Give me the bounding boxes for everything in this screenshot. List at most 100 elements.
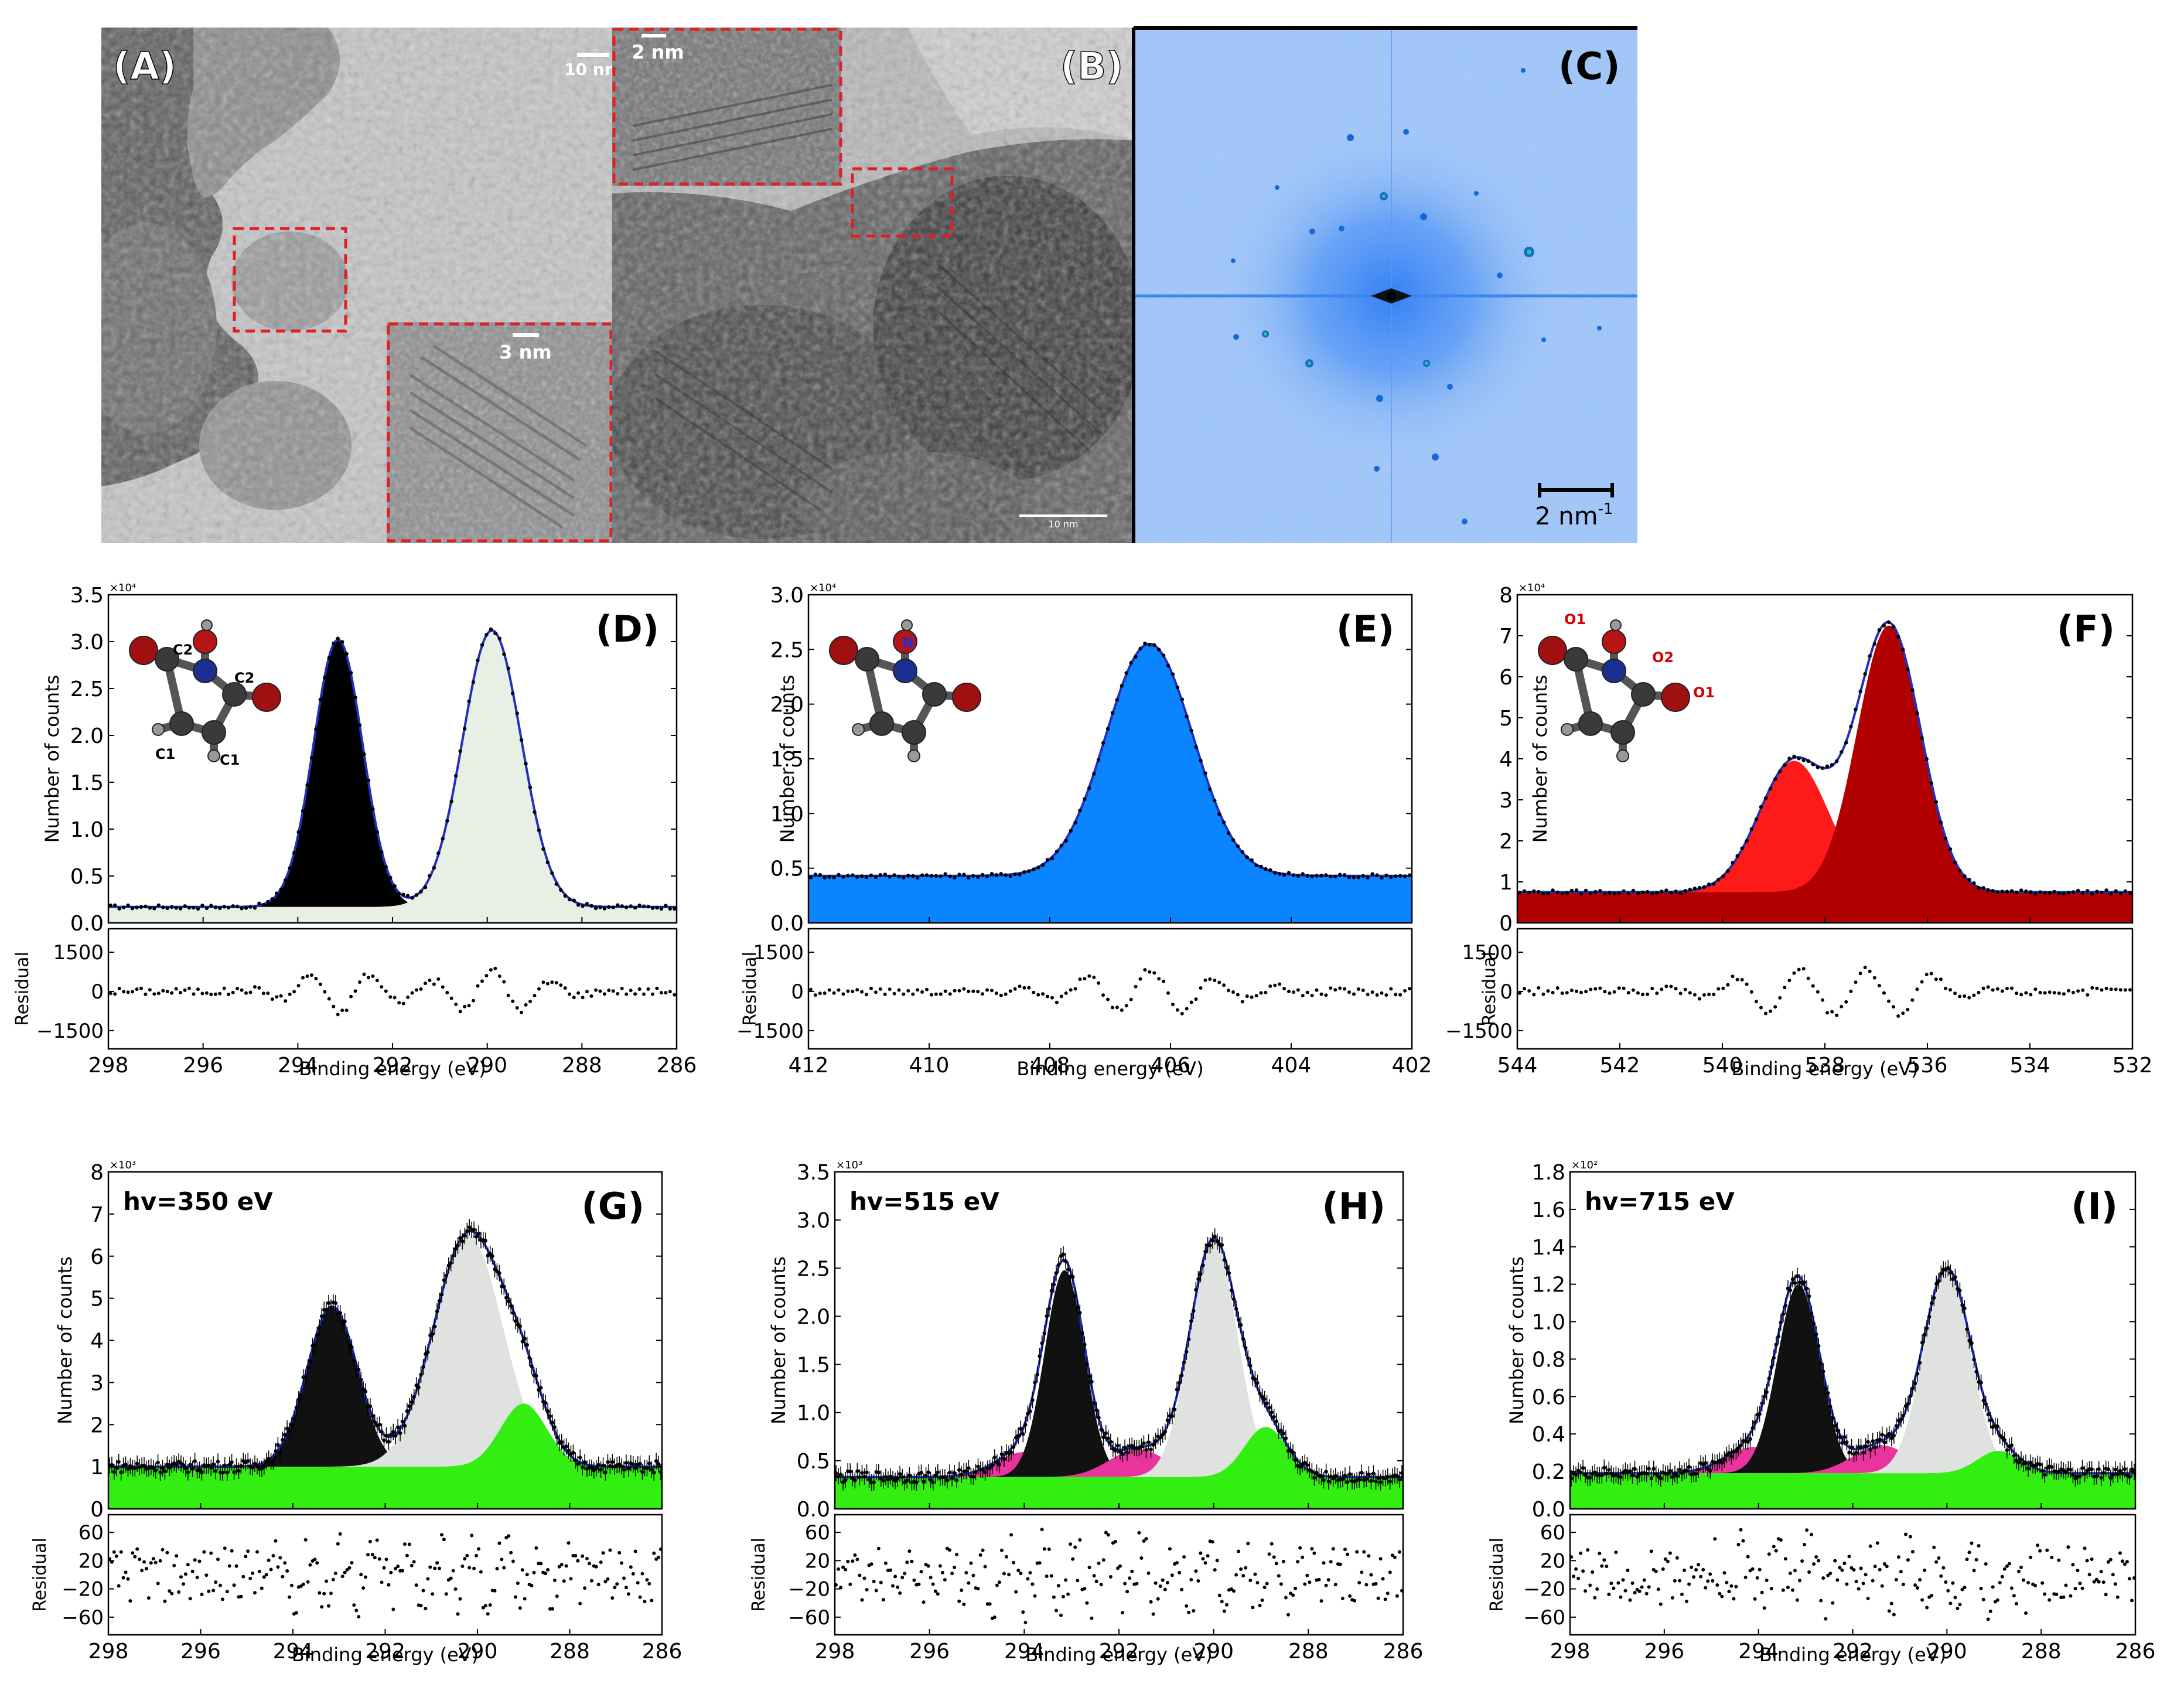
data-point [460,1239,465,1243]
data-point [274,1449,278,1453]
data-point [1262,1397,1267,1402]
data-point [267,1457,271,1461]
data-point [409,1400,414,1404]
data-point [308,1359,312,1364]
residual-point [1868,1544,1872,1548]
residual-point [1717,987,1721,991]
residual-point [384,989,388,993]
residual-point [168,1589,172,1593]
residual-point [187,986,191,990]
residual-point [1310,1547,1314,1551]
data-point [2080,1466,2084,1470]
residual-point [211,1589,216,1593]
residual-point [2114,987,2118,991]
residual-point [2071,1563,2075,1567]
residual-point [1054,1608,1058,1613]
residual-point [1915,987,1919,991]
data-point [1246,1356,1250,1360]
residual-point [568,992,572,996]
residual-point [809,987,813,991]
residual-point [124,1570,128,1574]
data-point [883,872,887,877]
data-point [950,1476,954,1480]
data-point [218,906,222,911]
data-point [414,893,419,897]
residual-point [2038,1549,2042,1553]
residual-point [1137,1531,1141,1535]
residual-point [1800,1559,1804,1563]
data-point [1220,1243,1224,1247]
residual-point [957,989,961,993]
data-point [867,1478,871,1482]
data-point [1816,765,1820,769]
data-point [1312,1475,1316,1480]
residual-point [934,992,938,996]
residual-point [1849,1566,1854,1570]
data-point [1047,1307,1052,1311]
data-point [2005,889,2009,894]
data-point [2033,892,2038,896]
residual-point [424,981,427,986]
residual-frame [107,1514,663,1636]
data-point [1293,1458,1298,1463]
atom [1602,659,1626,683]
residual-point [1272,1555,1276,1559]
data-point [574,1458,578,1463]
data-point [1213,798,1217,803]
residual-point [161,1548,165,1552]
data-point [232,1470,236,1474]
tem-image-b [612,28,1134,543]
residual-point [1801,967,1806,971]
data-point [1835,1429,1840,1433]
x-tick-label: 286 [1383,1640,1424,1664]
residual-point [463,1004,467,1008]
data-point [257,901,261,906]
data-point [142,1463,146,1468]
residual-point [489,968,493,972]
x-tick-label: 294 [278,1054,318,1078]
data-point [898,1472,902,1476]
data-point [292,851,296,855]
data-point [1735,854,1739,858]
data-point [347,1342,352,1347]
data-point [1004,873,1008,877]
fit-line [108,1230,662,1468]
data-point [878,873,883,877]
data-point [1584,888,1588,893]
data-point [1347,875,1352,880]
residual-point [2010,986,2014,990]
residual-point [1605,1565,1609,1569]
data-point [1376,1476,1380,1480]
residual-point [981,992,985,996]
residual-point [1203,978,1207,982]
data-point [1981,886,1985,890]
residual-point [637,987,641,991]
data-point [1560,891,1564,896]
residual-point [610,1596,615,1600]
photon-energy-label: hv=715 eV [1585,1187,1735,1216]
residual-point [456,1612,460,1616]
residual-point [158,1559,162,1563]
data-point [124,1463,128,1467]
residual-point [550,980,554,984]
data-point [1644,1471,1649,1476]
data-point [933,1473,938,1478]
residual-point [2106,1560,2110,1564]
residual-point [255,1550,259,1554]
data-point [1833,1424,1837,1428]
residual-point [1817,1559,1821,1563]
data-point [1175,686,1180,690]
residual-point [1357,1581,1361,1584]
residual-point [193,1558,197,1562]
residual-point [1683,1568,1686,1572]
data-point [324,1308,329,1312]
residual-point [841,992,845,996]
data-point [1151,1443,1155,1447]
residual-point [1722,1571,1726,1575]
residual-point [2118,1551,2122,1555]
residual-point [563,986,567,990]
residual-point [382,1566,386,1570]
data-point [211,1463,216,1467]
x-tick-label: 286 [642,1640,682,1664]
residual-point [643,1600,647,1604]
